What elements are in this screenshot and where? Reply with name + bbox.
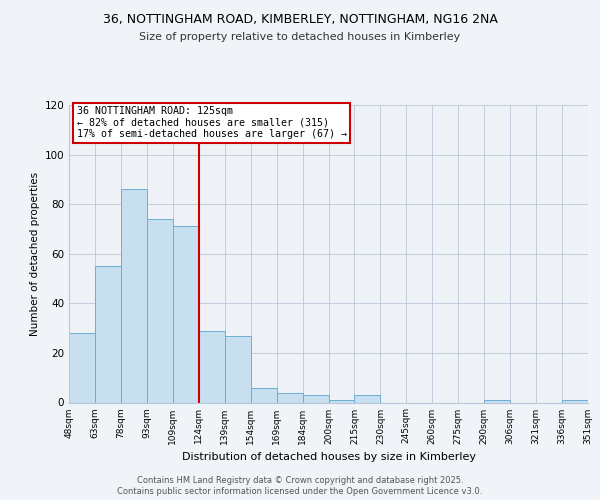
Bar <box>484 400 510 402</box>
Bar <box>147 219 173 402</box>
Text: 36, NOTTINGHAM ROAD, KIMBERLEY, NOTTINGHAM, NG16 2NA: 36, NOTTINGHAM ROAD, KIMBERLEY, NOTTINGH… <box>103 12 497 26</box>
Bar <box>225 336 251 402</box>
Bar <box>121 190 147 402</box>
Bar <box>69 333 95 402</box>
Bar <box>355 395 380 402</box>
Text: Contains HM Land Registry data © Crown copyright and database right 2025.: Contains HM Land Registry data © Crown c… <box>137 476 463 485</box>
X-axis label: Distribution of detached houses by size in Kimberley: Distribution of detached houses by size … <box>182 452 476 462</box>
Bar <box>95 266 121 402</box>
Bar <box>329 400 355 402</box>
Bar <box>251 388 277 402</box>
Bar <box>277 392 302 402</box>
Text: Size of property relative to detached houses in Kimberley: Size of property relative to detached ho… <box>139 32 461 42</box>
Text: Contains public sector information licensed under the Open Government Licence v3: Contains public sector information licen… <box>118 487 482 496</box>
Bar <box>562 400 588 402</box>
Bar <box>173 226 199 402</box>
Bar <box>302 395 329 402</box>
Bar <box>199 330 224 402</box>
Text: 36 NOTTINGHAM ROAD: 125sqm
← 82% of detached houses are smaller (315)
17% of sem: 36 NOTTINGHAM ROAD: 125sqm ← 82% of deta… <box>77 106 347 140</box>
Y-axis label: Number of detached properties: Number of detached properties <box>30 172 40 336</box>
